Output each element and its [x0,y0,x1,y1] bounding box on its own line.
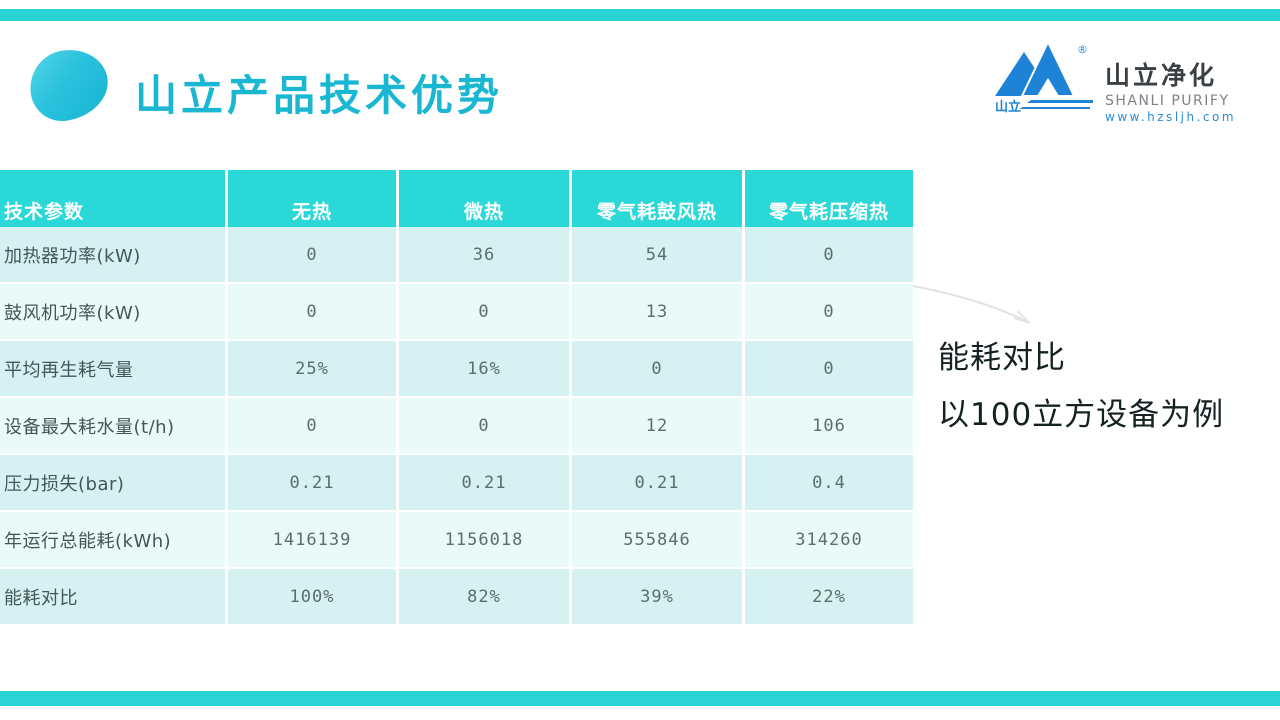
row-value: 1156018 [399,512,569,567]
logo-company-name-en: SHANLI PURIFY [1105,93,1230,109]
row-value: 0.4 [745,455,913,510]
row-value: 0 [745,227,913,282]
row-value: 0 [745,284,913,339]
company-logo: ® 山立 山立净化 SHANLI PURIFY www.hzsljh.com [993,39,1234,124]
row-value: 0.21 [399,455,569,510]
logo-text-block: 山立净化 SHANLI PURIFY www.hzsljh.com [1097,40,1236,124]
page-title: 山立产品技术优势 [135,74,504,120]
row-value: 100% [228,569,396,624]
comparison-table: 技术参数 无热 微热 零气耗鼓风热 零气耗压缩热 加热器功率(kW) 0 36 54 0 鼓风机功率… [0,170,913,624]
annotation-text: 能耗对比 以100立方设备为例 [938,330,1224,444]
row-value: 0 [745,341,913,396]
row-value: 106 [745,398,913,453]
annotation-line2: 以100立方设备为例 [938,397,1225,433]
row-value: 0.21 [228,455,396,510]
row-label: 加热器功率(kW) [0,227,225,282]
row-value: 555846 [572,512,742,567]
top-accent-bar [0,9,1280,21]
row-value: 0 [228,284,396,339]
row-value: 1416139 [228,512,396,567]
annotation-line1: 能耗对比 [938,340,1066,376]
row-value: 12 [572,398,742,453]
row-value: 0 [399,398,569,453]
logo-website: www.hzsljh.com [1105,110,1237,124]
row-value: 22% [745,569,913,624]
row-value: 25% [228,341,396,396]
row-label: 设备最大耗水量(t/h) [0,398,225,453]
row-label: 能耗对比 [0,569,225,624]
row-value: 0 [572,341,742,396]
row-label: 鼓风机功率(kW) [0,284,225,339]
row-value: 0 [399,284,569,339]
logo-company-name: 山立净化 [1105,61,1218,90]
row-value: 36 [399,227,569,282]
mountain-logo-icon: ® 山立 [993,39,1097,120]
svg-text:山立: 山立 [995,99,1021,115]
row-value: 0 [228,227,396,282]
row-label: 平均再生耗气量 [0,341,225,396]
row-value: 0 [228,398,396,453]
row-value: 0.21 [572,455,742,510]
row-label: 压力损失(bar) [0,455,225,510]
row-label: 年运行总能耗(kWh) [0,512,225,567]
bottom-accent-bar [0,691,1280,706]
row-value: 54 [572,227,742,282]
row-value: 13 [572,284,742,339]
row-value: 39% [572,569,742,624]
row-value: 82% [399,569,569,624]
svg-text:®: ® [1077,43,1088,56]
title-accent-blob [25,44,113,126]
row-value: 16% [399,341,569,396]
row-value: 314260 [745,512,913,567]
